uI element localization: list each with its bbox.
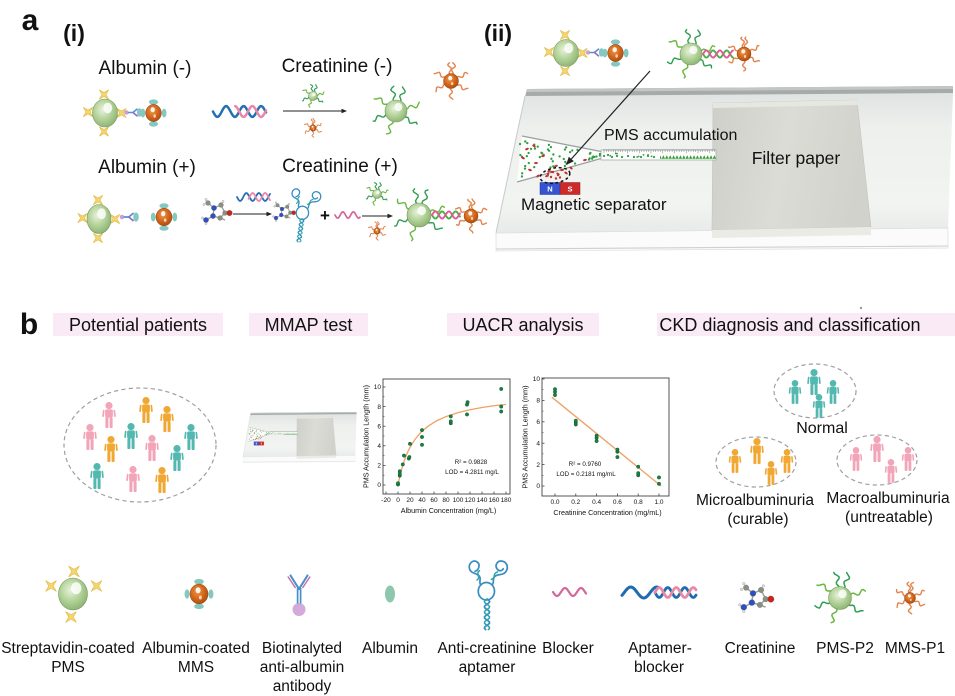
svg-text:UACR analysis: UACR analysis	[462, 315, 583, 335]
svg-text:LOD = 4.2811 mg/L: LOD = 4.2811 mg/L	[445, 469, 499, 476]
svg-text:-20: -20	[381, 497, 391, 504]
svg-text:PMS: PMS	[51, 659, 85, 676]
svg-text:MMS: MMS	[178, 659, 214, 676]
svg-text:10: 10	[533, 376, 541, 383]
svg-text:Macroalbuminuria: Macroalbuminuria	[826, 490, 950, 507]
svg-text:Filter paper: Filter paper	[752, 148, 841, 168]
svg-text:100: 100	[453, 497, 464, 504]
svg-text:0: 0	[536, 483, 540, 490]
svg-text:anti-albumin: anti-albumin	[260, 659, 344, 676]
svg-text:0: 0	[396, 497, 400, 504]
svg-text:blocker: blocker	[634, 659, 684, 676]
svg-text:0.2: 0.2	[571, 499, 580, 506]
svg-text:0.8: 0.8	[634, 499, 643, 506]
svg-text:8: 8	[536, 398, 540, 405]
svg-text:0: 0	[377, 482, 381, 489]
svg-text:Albumin-coated: Albumin-coated	[142, 640, 250, 657]
svg-text:aptamer: aptamer	[459, 659, 516, 676]
svg-text:0.4: 0.4	[592, 499, 601, 506]
svg-text:1.0: 1.0	[654, 499, 663, 506]
svg-text:Albumin (-): Albumin (-)	[99, 58, 192, 79]
svg-text:(untreatable): (untreatable)	[845, 509, 933, 526]
svg-text:a: a	[22, 4, 39, 37]
svg-text:LOD = 0.2181 mg/mL: LOD = 0.2181 mg/mL	[556, 471, 616, 478]
svg-text:Creatinine (+): Creatinine (+)	[282, 156, 398, 177]
svg-text:PMS-P2: PMS-P2	[816, 640, 874, 657]
svg-text:PMS accumulation: PMS accumulation	[604, 127, 737, 144]
svg-text:R² = 0.9828: R² = 0.9828	[455, 459, 488, 466]
svg-text:8: 8	[377, 404, 381, 411]
svg-text:Albumin Concentration (mg/L): Albumin Concentration (mg/L)	[401, 506, 496, 515]
svg-text:MMS-P1: MMS-P1	[885, 640, 945, 657]
svg-text:180: 180	[501, 497, 512, 504]
svg-text:MMAP test: MMAP test	[265, 315, 353, 335]
svg-text:Streptavidin-coated: Streptavidin-coated	[1, 640, 135, 657]
svg-text:0.6: 0.6	[613, 499, 622, 506]
svg-text:0.0: 0.0	[550, 499, 559, 506]
svg-text:Creatinine Concentration (mg/m: Creatinine Concentration (mg/mL)	[553, 508, 661, 517]
svg-text:S: S	[567, 184, 572, 193]
svg-text:140: 140	[477, 497, 488, 504]
svg-text:b: b	[20, 308, 38, 341]
svg-text:6: 6	[377, 423, 381, 430]
svg-text:80: 80	[442, 497, 450, 504]
svg-text:6: 6	[536, 419, 540, 426]
svg-text:Microalbuminuria: Microalbuminuria	[696, 492, 814, 509]
svg-text:Aptamer-: Aptamer-	[628, 640, 692, 657]
svg-text:+: +	[320, 206, 330, 225]
svg-text:2: 2	[536, 462, 540, 469]
svg-text:Magnetic separator: Magnetic separator	[521, 195, 667, 214]
svg-text:Albumin (+): Albumin (+)	[98, 157, 196, 178]
svg-text:PMS Accumulation Length (mm): PMS Accumulation Length (mm)	[521, 385, 530, 488]
svg-text:Creatinine: Creatinine	[725, 640, 796, 657]
svg-text:(curable): (curable)	[727, 511, 788, 528]
svg-text:160: 160	[489, 497, 500, 504]
svg-text:R² = 0.9760: R² = 0.9760	[569, 461, 602, 468]
svg-text:(ii): (ii)	[484, 20, 512, 46]
svg-text:CKD diagnosis and classificati: CKD diagnosis and classification	[659, 315, 920, 335]
svg-text:(i): (i)	[63, 20, 85, 46]
svg-text:Albumin: Albumin	[362, 640, 418, 657]
svg-text:4: 4	[377, 443, 381, 450]
svg-text:20: 20	[406, 497, 414, 504]
svg-text:60: 60	[430, 497, 438, 504]
svg-text:N: N	[547, 184, 552, 193]
svg-text:PMS Accumulation Length (mm): PMS Accumulation Length (mm)	[362, 385, 371, 488]
svg-text:Creatinine (-): Creatinine (-)	[282, 56, 393, 77]
svg-text:Anti-creatinine: Anti-creatinine	[437, 640, 536, 657]
svg-text:Normal: Normal	[796, 420, 848, 437]
svg-text:2: 2	[377, 463, 381, 470]
svg-text:Potential patients: Potential patients	[69, 315, 207, 335]
svg-text:antibody: antibody	[273, 678, 332, 695]
svg-text:10: 10	[374, 384, 382, 391]
svg-text:4: 4	[536, 440, 540, 447]
svg-text:Biotinalyted: Biotinalyted	[262, 640, 342, 657]
svg-text:Blocker: Blocker	[542, 640, 594, 657]
svg-text:40: 40	[418, 497, 426, 504]
svg-text:120: 120	[465, 497, 476, 504]
